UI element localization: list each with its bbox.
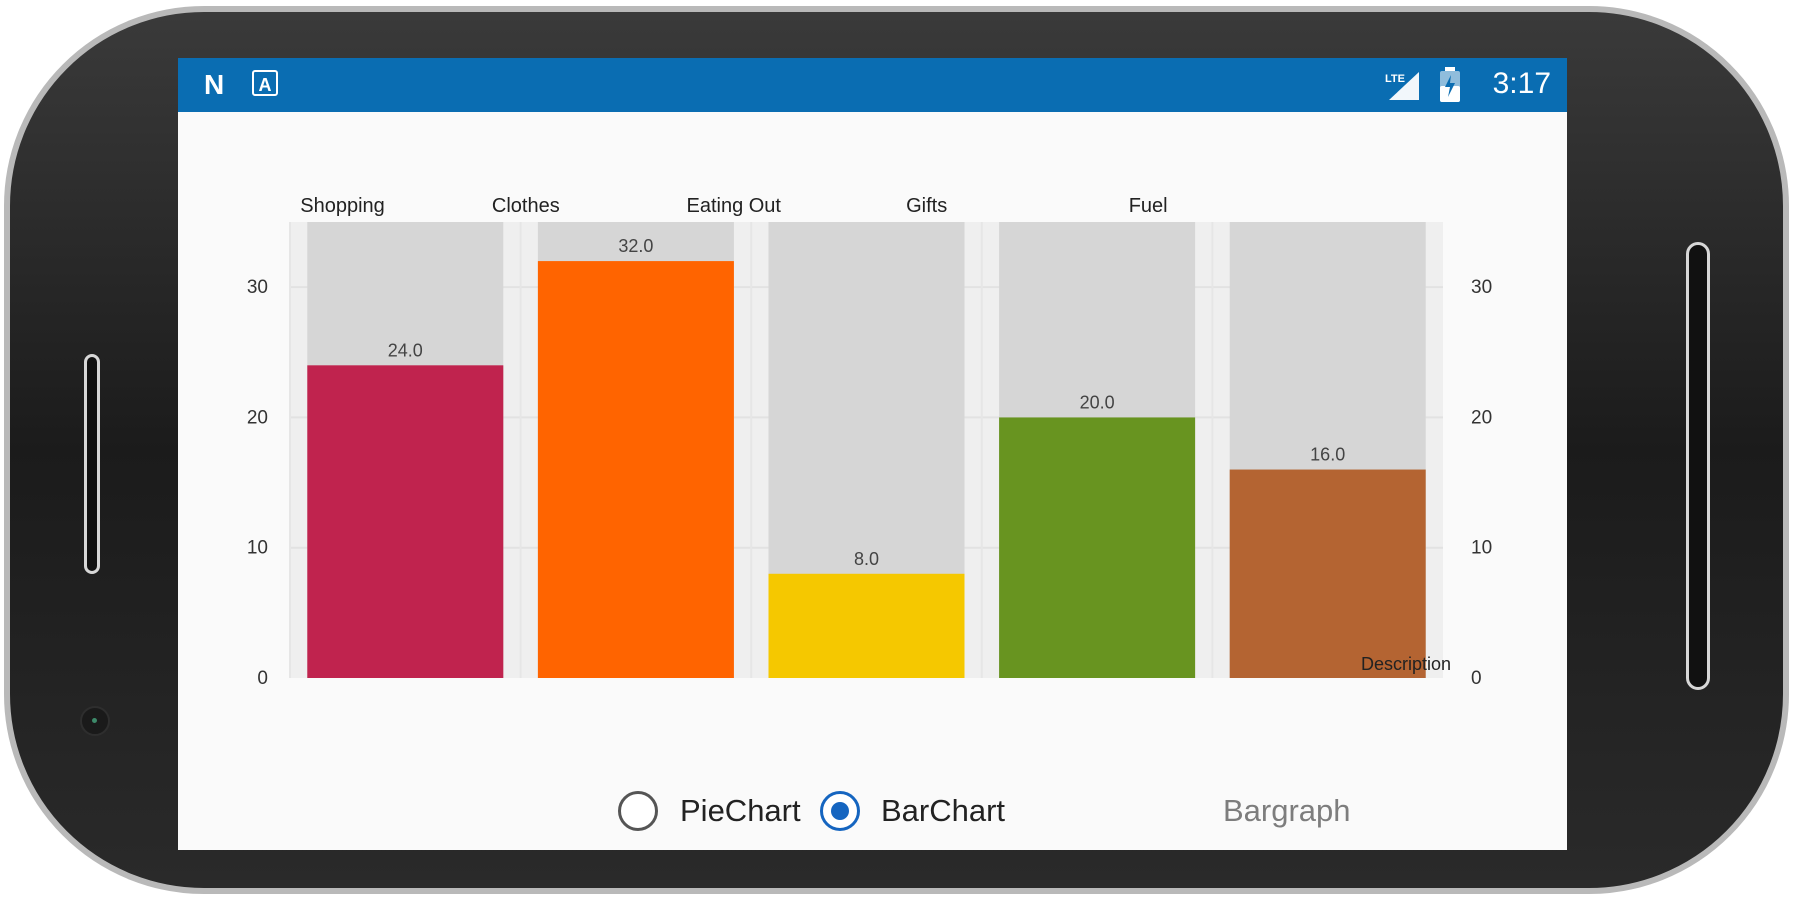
clock: 3:17 [1492, 67, 1551, 100]
chart-type-selector: PieChart BarChart Bargraph [178, 783, 1567, 843]
bar [307, 365, 504, 678]
data-label: 24.0 [388, 340, 423, 360]
data-label: 20.0 [1080, 392, 1115, 412]
y-tick-right: 10 [1471, 538, 1492, 559]
bar [768, 573, 965, 678]
y-tick-left: 0 [257, 668, 268, 689]
x-tick-label: Shopping [300, 195, 385, 217]
data-label: 32.0 [618, 236, 653, 256]
data-label: 8.0 [854, 549, 879, 569]
chart-title: Bargraph [1223, 793, 1351, 828]
notification-n-icon: N [204, 69, 225, 100]
battery-icon [1440, 67, 1460, 102]
y-tick-right: 20 [1471, 407, 1492, 428]
right-speaker-grille [1686, 242, 1710, 690]
y-tick-left: 10 [247, 538, 268, 559]
barchart-radio[interactable] [820, 791, 860, 831]
x-tick-label: Fuel [1129, 195, 1168, 217]
bar [999, 417, 1196, 678]
chart-description: Description [1361, 654, 1451, 674]
left-speaker-grille [84, 354, 100, 574]
y-tick-right: 30 [1471, 277, 1492, 298]
status-bar: N A LTE 3:17 [178, 58, 1567, 112]
app-a-icon: A [252, 70, 278, 96]
x-tick-label: Clothes [492, 195, 560, 217]
device-screen: N A LTE 3:17 0 0 10 10 20 20 30 30 24.0 Shopping 3… [178, 58, 1567, 850]
lte-signal-icon: LTE [1385, 72, 1419, 100]
barchart-label[interactable]: BarChart [881, 793, 1006, 828]
data-label: 16.0 [1310, 445, 1345, 465]
y-tick-right: 0 [1471, 668, 1482, 689]
y-tick-left: 20 [247, 407, 268, 428]
bar [1229, 469, 1426, 678]
svg-text:LTE: LTE [1385, 73, 1405, 85]
y-tick-left: 30 [247, 277, 268, 298]
bar [537, 261, 734, 678]
x-tick-label: Eating Out [686, 195, 781, 217]
piechart-label[interactable]: PieChart [680, 793, 801, 828]
x-tick-label: Gifts [906, 195, 947, 217]
piechart-radio[interactable] [618, 791, 658, 831]
front-camera [80, 706, 110, 736]
bar-chart[interactable]: 0 0 10 10 20 20 30 30 24.0 Shopping 32.0 Clothes 8.0… [178, 112, 1567, 702]
